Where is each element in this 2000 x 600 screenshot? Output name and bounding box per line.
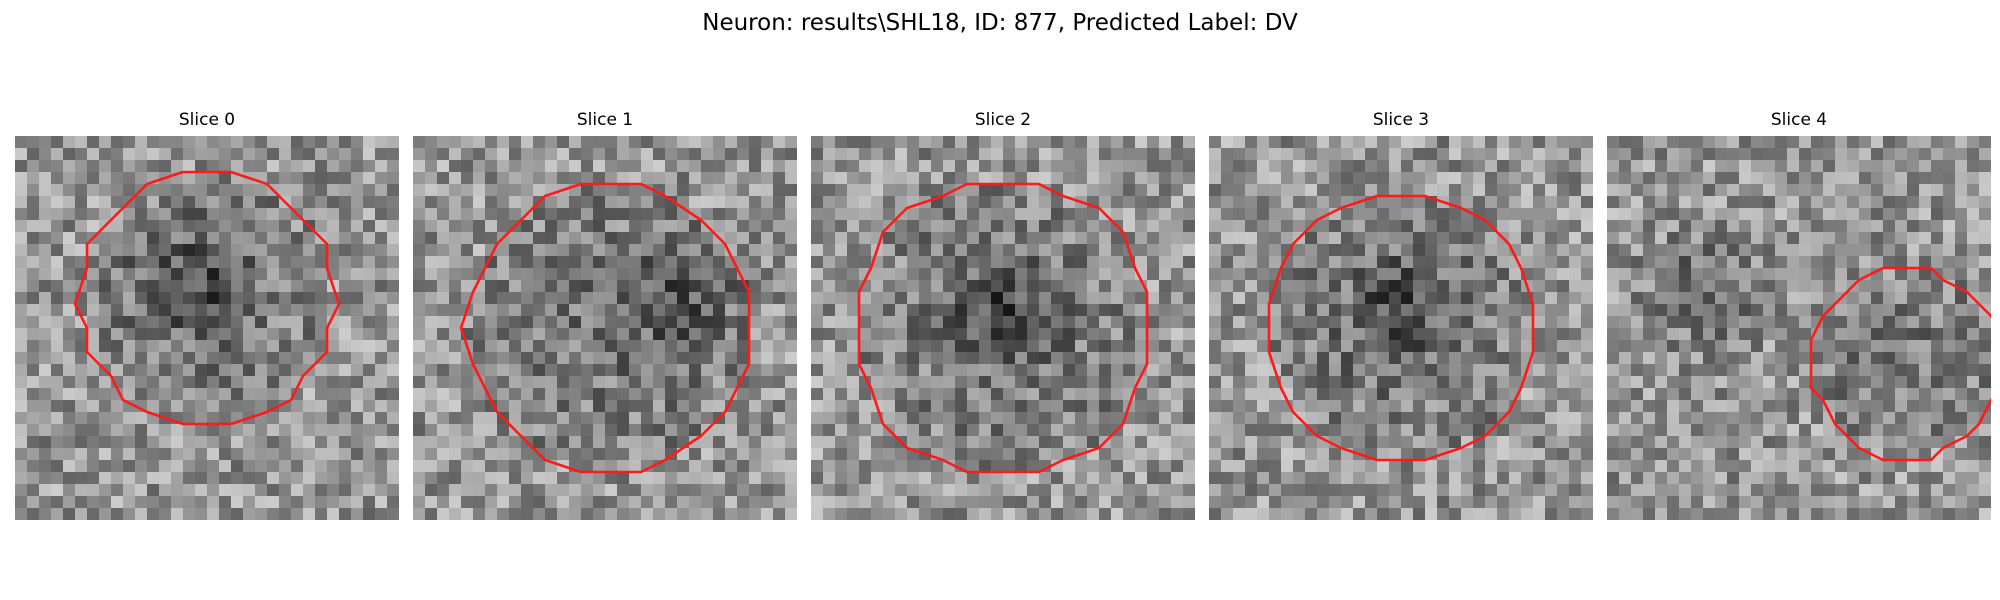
slice-title: Slice 2 <box>974 110 1032 130</box>
slice-panel-2: Slice 2 <box>811 108 1195 520</box>
slice-title: Slice 0 <box>178 110 236 130</box>
slice-title: Slice 4 <box>1770 110 1828 130</box>
slice-image-0 <box>15 136 399 520</box>
slice-panel-0: Slice 0 <box>15 108 399 520</box>
slice-title: Slice 3 <box>1372 110 1430 130</box>
slice-title: Slice 1 <box>576 110 634 130</box>
slice-image-1 <box>413 136 797 520</box>
figure-title: Neuron: results\SHL18, ID: 877, Predicte… <box>702 10 1298 36</box>
roi-contour <box>459 182 751 474</box>
roi-contour <box>857 182 1149 474</box>
slice-image-2 <box>811 136 1195 520</box>
roi-contour <box>1809 266 1991 462</box>
slice-panel-1: Slice 1 <box>413 108 797 520</box>
slice-panel-4: Slice 4 <box>1607 108 1991 520</box>
slice-panel-3: Slice 3 <box>1209 108 1593 520</box>
roi-contour <box>73 170 341 426</box>
slice-image-3 <box>1209 136 1593 520</box>
slice-image-4 <box>1607 136 1991 520</box>
roi-contour <box>1267 194 1535 462</box>
